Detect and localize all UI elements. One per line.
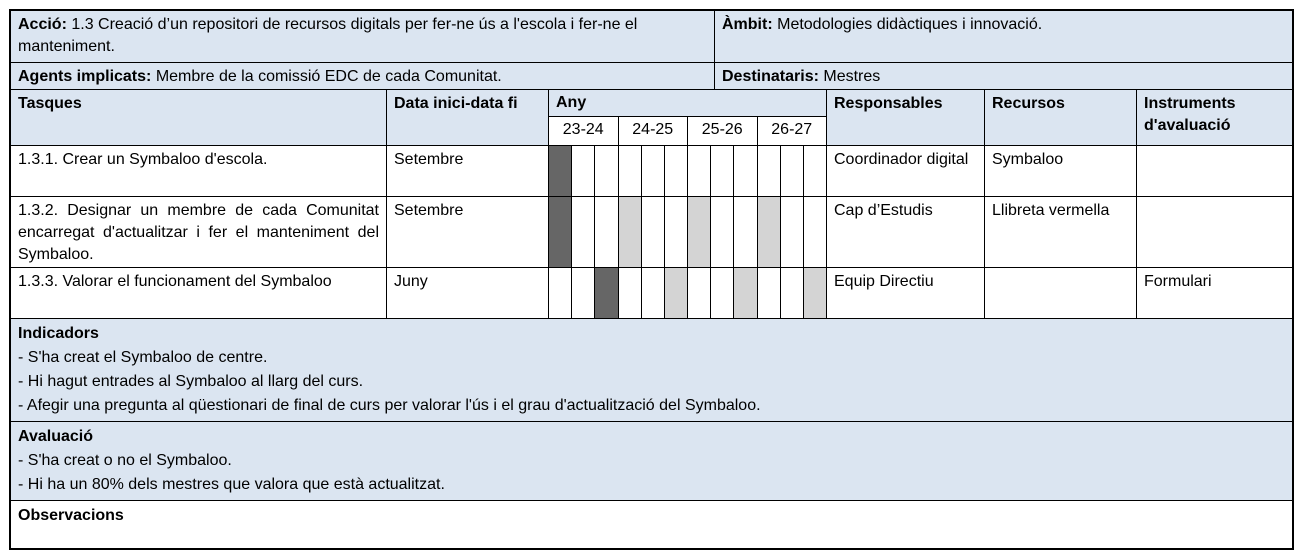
gantt-row	[549, 197, 827, 268]
gantt-cell-empty	[549, 268, 573, 318]
gantt-cell-empty	[572, 146, 596, 196]
section-line: - Hi ha un 80% dels mestres que valora q…	[18, 476, 445, 493]
destinataris-label: Destinataris:	[722, 68, 819, 85]
gantt-cell-empty	[572, 197, 596, 267]
gantt-cell-empty	[711, 146, 735, 196]
destinataris-text: Mestres	[823, 68, 881, 85]
gantt-cell-empty	[641, 268, 665, 318]
gantt-cell-empty	[757, 146, 781, 196]
year-24-25: 24-25	[618, 117, 688, 145]
header-recursos: Recursos	[985, 90, 1137, 146]
task-start-date: Setembre	[387, 197, 549, 268]
task-instruments	[1137, 146, 1292, 197]
year-23-24: 23-24	[549, 117, 619, 145]
accio-label: Acció:	[18, 16, 67, 33]
agents-text: Membre de la comissió EDC de cada Comuni…	[155, 68, 502, 85]
gantt-cell-empty	[595, 146, 619, 196]
gantt-cell-dark	[549, 146, 573, 196]
task-instruments: Formulari	[1137, 268, 1292, 319]
task-responsables: Coordinador digital	[827, 146, 985, 197]
agents-cell: Agents implicats: Membre de la comissió …	[11, 63, 715, 90]
section-observacions: Observacions	[11, 501, 1292, 548]
section-title: Indicadors	[18, 325, 99, 342]
task-recursos: Llibreta vermella	[985, 197, 1137, 268]
year-26-27: 26-27	[757, 117, 826, 145]
ambit-cell: Àmbit: Metodologies didàctiques i innova…	[715, 11, 1292, 63]
task-responsables: Equip Directiu	[827, 268, 985, 319]
gantt-cell-empty	[641, 197, 665, 267]
task-row-1-3-2: 1.3.2. Designar un membre de cada Comuni…	[11, 197, 1292, 268]
task-recursos	[985, 268, 1137, 319]
section-lines: - S'ha creat o no el Symbaloo. - Hi ha un…	[18, 449, 1285, 497]
section-title: Observacions	[18, 507, 124, 524]
gantt-cell-empty	[664, 146, 689, 196]
action-plan-table: Acció: 1.3 Creació d’un repositori de re…	[9, 9, 1294, 550]
task-row-1-3-3: 1.3.3. Valorar el funcionament del Symba…	[11, 268, 1292, 319]
section-line: - Afegir una pregunta al qüestionari de …	[18, 397, 761, 414]
section-avaluacio: Avaluació - S'ha creat o no el Symbaloo.…	[11, 422, 1292, 501]
ambit-label: Àmbit:	[722, 16, 773, 33]
gantt-cell-light	[688, 197, 712, 267]
header-data-inici: Data inici-data fi	[387, 90, 549, 146]
header-instruments: Instruments d'avaluació	[1137, 90, 1292, 146]
section-line: - S'ha creat el Symbaloo de centre.	[18, 349, 268, 366]
gantt-cell-empty	[780, 268, 804, 318]
gantt-cell-light	[618, 197, 642, 267]
task-description: 1.3.1. Crear un Symbaloo d'escola.	[11, 146, 387, 197]
header-any: Any	[549, 90, 826, 117]
gantt-cell-empty	[711, 197, 735, 267]
table-header-row: Tasques Data inici-data fi Any 23-24 24-…	[11, 90, 1292, 146]
gantt-cell-empty	[641, 146, 665, 196]
task-responsables: Cap d’Estudis	[827, 197, 985, 268]
gantt-cell-dark	[549, 197, 573, 267]
gantt-cell-empty	[734, 146, 758, 196]
year-header-row: 23-24 24-25 25-26 26-27	[549, 117, 826, 145]
gantt-row	[549, 146, 827, 197]
destinataris-cell: Destinataris: Mestres	[715, 63, 1292, 90]
task-start-date: Setembre	[387, 146, 549, 197]
gantt-cell-empty	[780, 197, 804, 267]
header-any-group: Any 23-24 24-25 25-26 26-27	[549, 90, 827, 146]
section-line: - S'ha creat o no el Symbaloo.	[18, 452, 232, 469]
gantt-cell-empty	[780, 146, 804, 196]
gantt-cell-light	[757, 197, 781, 267]
accio-text: 1.3 Creació d’un repositori de recursos …	[18, 16, 638, 55]
section-title: Avaluació	[18, 428, 93, 445]
gantt-cell-empty	[618, 146, 642, 196]
info-row-agents-destinataris: Agents implicats: Membre de la comissió …	[11, 63, 1292, 90]
gantt-cell-empty	[572, 268, 596, 318]
header-tasques: Tasques	[11, 90, 387, 146]
header-responsables: Responsables	[827, 90, 985, 146]
task-row-1-3-1: 1.3.1. Crear un Symbaloo d'escola. Setem…	[11, 146, 1292, 197]
task-start-date: Juny	[387, 268, 549, 319]
gantt-cell-dark	[595, 268, 619, 318]
gantt-row	[549, 268, 827, 319]
gantt-cell-empty	[711, 268, 735, 318]
task-description: 1.3.3. Valorar el funcionament del Symba…	[11, 268, 387, 319]
gantt-cell-empty	[688, 268, 712, 318]
gantt-cell-light	[734, 268, 758, 318]
accio-cell: Acció: 1.3 Creació d’un repositori de re…	[11, 11, 715, 63]
gantt-cell-empty	[803, 146, 827, 196]
section-line: - Hi hagut entrades al Symbaloo al llarg…	[18, 373, 364, 390]
agents-label: Agents implicats:	[18, 68, 152, 85]
info-row-accio-ambit: Acció: 1.3 Creació d’un repositori de re…	[11, 11, 1292, 63]
task-recursos: Symbaloo	[985, 146, 1137, 197]
gantt-cell-empty	[595, 197, 619, 267]
gantt-cell-empty	[664, 197, 689, 267]
gantt-cell-empty	[688, 146, 712, 196]
ambit-text: Metodologies didàctiques i innovació.	[777, 16, 1043, 33]
gantt-cell-empty	[757, 268, 781, 318]
gantt-cell-light	[803, 268, 827, 318]
gantt-cell-empty	[734, 197, 758, 267]
gantt-cell-light	[664, 268, 689, 318]
task-instruments	[1137, 197, 1292, 268]
section-lines: - S'ha creat el Symbaloo de centre. - Hi …	[18, 346, 1285, 418]
task-description: 1.3.2. Designar un membre de cada Comuni…	[11, 197, 387, 268]
gantt-cell-empty	[803, 197, 827, 267]
section-indicadors: Indicadors - S'ha creat el Symbaloo de c…	[11, 319, 1292, 422]
year-25-26: 25-26	[688, 117, 758, 145]
gantt-cell-empty	[618, 268, 642, 318]
